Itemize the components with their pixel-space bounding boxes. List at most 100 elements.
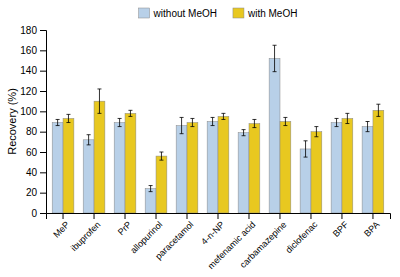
tick-label: 0: [31, 208, 37, 219]
tick: carbamazepine: [238, 213, 289, 270]
marks: [52, 45, 384, 213]
tick-mark: [40, 172, 46, 173]
tick: 60: [26, 147, 46, 158]
bar: [280, 122, 291, 214]
tick-label: 180: [20, 25, 37, 36]
error-bar: [190, 118, 194, 126]
series: [63, 89, 384, 213]
tick-label: 160: [20, 45, 37, 56]
error-bar: [211, 117, 215, 125]
error-bar: [283, 117, 287, 125]
tick: 140: [20, 65, 46, 76]
bar: [156, 156, 167, 213]
bar: [342, 118, 353, 213]
tick-label: MeP: [51, 219, 71, 239]
error-bar: [87, 135, 91, 145]
tick-mark: [40, 111, 46, 112]
tick-mark: [94, 213, 95, 219]
bar: [373, 110, 384, 213]
axis-line: [40, 31, 47, 214]
error-bar: [118, 118, 122, 126]
bar: [176, 126, 187, 213]
tick-mark: [40, 91, 46, 92]
tick-label: 60: [26, 147, 38, 158]
tick-mark: [40, 193, 46, 194]
tick-mark: [156, 213, 157, 219]
tick-label: 120: [20, 86, 37, 97]
legend: without MeOH with MeOH: [139, 8, 298, 19]
error-bar: [149, 186, 153, 192]
tick: 40: [26, 167, 46, 178]
error-bar: [159, 152, 163, 160]
tick-mark: [125, 213, 126, 219]
bar: [52, 123, 63, 213]
tick: 180: [20, 25, 46, 36]
tick-mark: [279, 213, 280, 219]
error-bar: [66, 114, 70, 122]
tick-mark: [310, 213, 311, 219]
bar: [362, 127, 373, 213]
error-bar: [56, 119, 60, 125]
error-bar: [304, 141, 308, 157]
tick: MeP: [51, 213, 71, 240]
tick-mark: [40, 71, 46, 72]
tick: PrP: [116, 213, 134, 237]
y-label: Recovery (%): [6, 88, 18, 155]
legend-item: with MeOH: [233, 8, 297, 19]
tick-label: PrP: [116, 219, 134, 237]
tick-label: paracetamol: [153, 219, 195, 261]
error-bar: [376, 104, 380, 116]
error-bar: [221, 113, 225, 119]
plot: 0 20 40 60 80 100 120 140 160 180 MePibuprofenPrPa…: [20, 25, 390, 271]
y-axis: 0 20 40 60 80 100 120 140 160 180: [20, 25, 46, 219]
tick-mark: [218, 213, 219, 219]
x-axis: MePibuprofenPrPallopurinolparacetamol4-n…: [47, 213, 391, 271]
error-bar: [314, 127, 318, 137]
bar: [300, 149, 311, 213]
tick-label: 4-n-NP: [199, 219, 226, 246]
tick: 100: [20, 106, 46, 117]
tick-label: 80: [26, 126, 38, 137]
error-bar: [180, 117, 184, 133]
bar: [311, 132, 322, 213]
bar: [187, 123, 198, 213]
tick-mark: [40, 50, 46, 51]
bar: [125, 113, 136, 213]
axis-line: [47, 214, 391, 220]
tick-label: BPA: [362, 219, 381, 238]
tick: 4-n-NP: [199, 213, 226, 247]
legend-swatch: [139, 8, 150, 18]
error-bar: [242, 130, 246, 136]
tick: 120: [20, 86, 46, 97]
tick: 20: [26, 187, 46, 198]
tick-mark: [372, 213, 373, 219]
tick-mark: [63, 213, 64, 219]
tick-label: 140: [20, 65, 37, 76]
bar: [238, 133, 249, 213]
tick-label: 40: [26, 167, 38, 178]
tick-mark: [40, 213, 46, 214]
error-bar: [345, 113, 349, 123]
error-bar: [335, 118, 339, 126]
tick-mark: [248, 213, 249, 219]
tick-label: carbamazepine: [238, 219, 289, 270]
bar: [83, 140, 94, 213]
bar: [207, 122, 218, 214]
bar: [331, 123, 342, 213]
legend-label: without MeOH: [153, 8, 217, 19]
chart: 0 20 40 60 80 100 120 140 160 180 MePibuprofenPrPa…: [0, 0, 400, 277]
tick: 160: [20, 45, 46, 56]
tick-mark: [40, 132, 46, 133]
tick-label: 20: [26, 187, 38, 198]
error-bar: [366, 122, 370, 132]
tick-label: BPF: [331, 219, 351, 239]
series: [52, 45, 373, 213]
legend-label: with MeOH: [247, 8, 297, 19]
error-bar: [252, 119, 256, 127]
tick: BPA: [362, 213, 381, 239]
tick-mark: [40, 30, 46, 31]
tick-label: 100: [20, 106, 37, 117]
bar: [63, 118, 74, 213]
bar: [114, 123, 125, 213]
error-bar: [97, 89, 101, 113]
